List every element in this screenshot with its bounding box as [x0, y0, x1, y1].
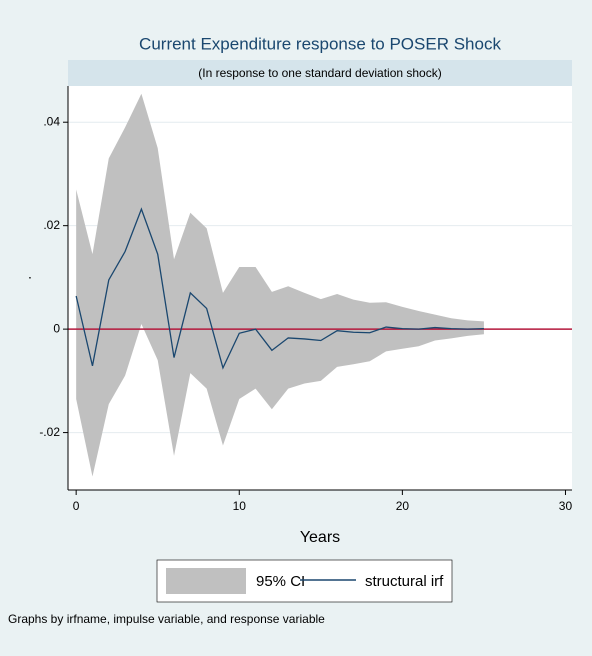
y-tick-label: .02: [43, 218, 60, 232]
legend-swatch: [166, 568, 246, 594]
irf-line: [75, 207, 484, 370]
x-axis-label: Years: [300, 529, 340, 546]
x-tick-label: 30: [559, 499, 573, 513]
y-tick-label: .04: [43, 114, 60, 128]
subtitle-band: [68, 60, 572, 86]
ci-band: [76, 93, 484, 477]
x-tick-label: 20: [396, 499, 410, 513]
chart-title: Current Expenditure response to POSER Sh…: [139, 34, 501, 53]
note: Graphs by irfname, impulse variable, and…: [8, 612, 325, 626]
y-tick-label: 0: [53, 321, 60, 335]
x-tick-label: 10: [233, 499, 247, 513]
y-axis-label: .: [28, 266, 32, 282]
legend-label: structural irf: [365, 573, 444, 590]
legend-label: 95% CI: [256, 573, 305, 590]
x-tick-label: 0: [73, 499, 80, 513]
y-tick-label: -.02: [39, 425, 60, 439]
chart-subtitle: (In response to one standard deviation s…: [198, 66, 441, 80]
